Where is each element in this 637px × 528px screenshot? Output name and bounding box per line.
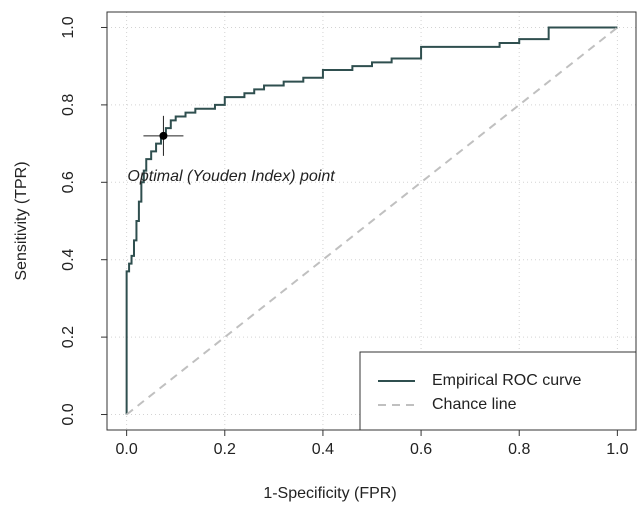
y-tick-label: 0.4	[60, 248, 77, 270]
annotation: Optimal (Youden Index) point	[127, 168, 335, 185]
x-tick-label: 0.8	[508, 441, 530, 458]
legend-box	[359, 351, 637, 431]
y-tick-label: 0.2	[60, 326, 77, 348]
y-tick-label: 0.8	[60, 94, 77, 116]
legend: Empirical ROC curve Chance line	[359, 351, 637, 431]
x-tick-label: 0.2	[214, 441, 236, 458]
x-tick-label: 0.6	[410, 441, 432, 458]
x-axis-label: 1-Specificity (FPR)	[263, 485, 396, 502]
series-line	[125, 26, 618, 415]
legend-label: Chance line	[432, 396, 517, 413]
x-tick-label: 0.4	[312, 441, 334, 458]
y-tick-label: 0.6	[60, 171, 77, 193]
series-line	[126, 26, 618, 416]
legend-label: Empirical ROC curve	[432, 372, 581, 389]
x-tick-label: 0.0	[116, 441, 138, 458]
y-axis-label: Sensitivity (TPR)	[13, 161, 30, 280]
x-tick-label: 1.0	[606, 441, 628, 458]
optimal-point	[159, 131, 168, 140]
y-tick-label: 0.0	[60, 403, 77, 425]
y-tick-label: 1.0	[60, 16, 77, 38]
